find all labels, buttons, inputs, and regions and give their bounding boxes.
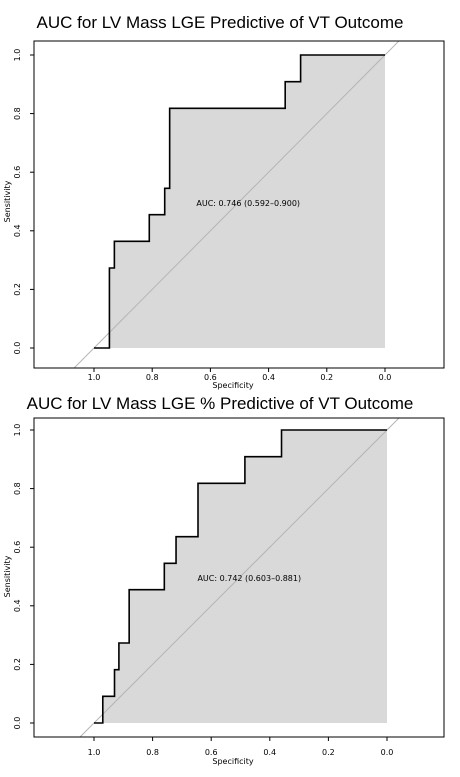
x-tick-label: 0.0 <box>381 748 394 757</box>
y-tick-label: 0.6 <box>13 541 22 554</box>
x-tick-label: 0.8 <box>146 373 159 382</box>
y-axis-title: Sensitivity <box>3 180 12 222</box>
roc-curve <box>94 429 387 724</box>
diagonal-reference-line <box>73 41 400 368</box>
x-tick-label: 0.2 <box>322 748 335 757</box>
x-tick-label: 0.6 <box>204 373 217 382</box>
auc-annotation: AUC: 0.746 (0.592–0.900) <box>196 199 300 208</box>
x-tick-label: 0.4 <box>262 373 275 382</box>
y-tick-label: 0.4 <box>13 224 22 237</box>
x-axis-title: Specificity <box>212 757 253 766</box>
diagonal-reference-line <box>79 418 400 737</box>
roc-curve <box>94 54 385 349</box>
y-tick-label: 0.0 <box>13 342 22 355</box>
x-tick-label: 0.2 <box>320 373 333 382</box>
x-tick-label: 1.0 <box>88 373 101 382</box>
x-tick-label: 1.0 <box>88 748 101 757</box>
y-tick-label: 0.2 <box>13 283 22 296</box>
roc-chart-svg: 1.0 0.8 0.6 0.4 0.2 0.0 0.0 0.2 0.4 0.6 0.8 1.0 Spec… <box>3 417 445 766</box>
x-tick-label: 0.8 <box>146 748 159 757</box>
y-tick-label: 0.8 <box>13 482 22 495</box>
x-axis-title: Specificity <box>212 381 253 390</box>
x-tick-label: 0.0 <box>379 373 392 382</box>
y-tick-label: 1.0 <box>13 49 22 62</box>
y-tick-label: 0.0 <box>13 717 22 730</box>
y-tick-label: 0.6 <box>13 166 22 179</box>
y-tick-label: 0.4 <box>13 599 22 612</box>
auc-annotation: AUC: 0.742 (0.603–0.881) <box>197 574 301 583</box>
y-axis-title: Sensitivity <box>3 555 12 597</box>
x-tick-label: 0.4 <box>263 748 276 757</box>
y-tick-label: 1.0 <box>13 424 22 437</box>
y-tick-label: 0.2 <box>13 658 22 671</box>
chart-title: AUC for LV Mass LGE % Predictive of VT O… <box>26 394 414 413</box>
roc-chart-svg: 1.0 0.8 0.6 0.4 0.2 0.0 0.0 0.2 0.4 0.6 0.8 1.0 Spec… <box>3 40 445 390</box>
y-tick-label: 0.8 <box>13 107 22 120</box>
x-tick-label: 0.6 <box>205 748 218 757</box>
chart-title: AUC for LV Mass LGE Predictive of VT Out… <box>36 13 404 32</box>
